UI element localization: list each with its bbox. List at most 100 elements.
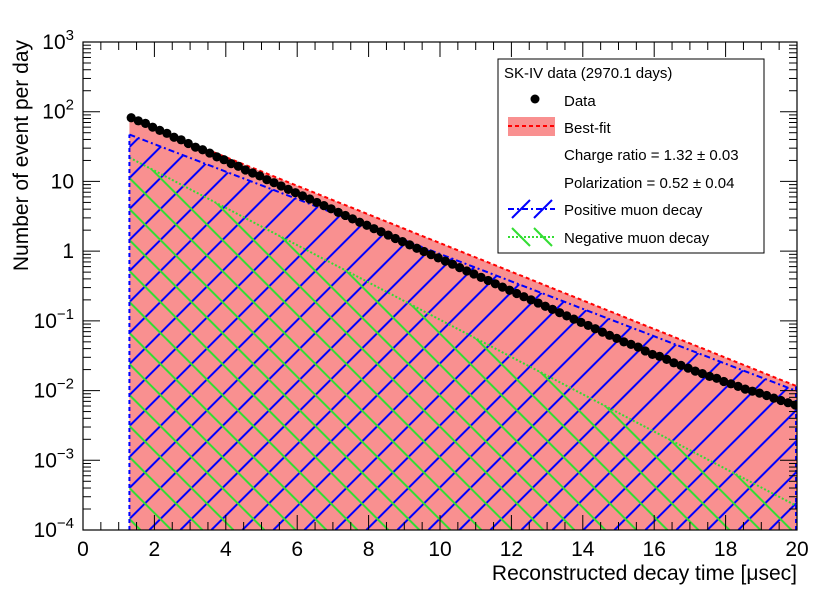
legend-charge-ratio: Charge ratio = 1.32 ± 0.03: [564, 147, 739, 164]
data-point: [362, 220, 372, 230]
data-point: [783, 398, 793, 408]
x-tick-label: 6: [291, 538, 303, 561]
y-axis-title: Number of event per day: [10, 40, 33, 272]
y-tick-label: 1: [62, 240, 74, 263]
x-tick-label: 16: [643, 538, 666, 561]
negative-hatch-line: [129, 157, 235, 530]
positive-hatch-line: [675, 134, 797, 530]
data-point: [676, 360, 686, 370]
data-point: [583, 320, 593, 331]
data-point: [312, 197, 322, 208]
x-tick-label: 2: [149, 538, 161, 561]
positive-hatch-line: [613, 134, 797, 530]
x-axis-title: Reconstructed decay time [μsec]: [492, 562, 797, 585]
data-point: [390, 233, 400, 244]
data-point: [426, 250, 436, 260]
data-point: [176, 135, 186, 145]
data-point: [690, 366, 700, 376]
data-point: [269, 178, 279, 188]
negative-hatch-line: [129, 157, 297, 530]
data-point: [733, 381, 743, 391]
y-tick-label: 10: [51, 170, 74, 193]
data-point: [647, 349, 658, 360]
data-point: [719, 376, 729, 387]
data-point: [590, 324, 600, 334]
legend-positive-label: Positive muon decay: [564, 202, 703, 219]
negative-hatch-line: [129, 157, 483, 530]
data-point: [197, 145, 208, 155]
data-point: [640, 346, 650, 356]
data-point: [440, 256, 450, 266]
data-point: [669, 358, 679, 368]
data-point: [140, 118, 151, 128]
data-point: [148, 122, 158, 132]
data-point: [405, 240, 415, 250]
data-point: [612, 333, 622, 344]
best-fit-fill: [129, 118, 797, 530]
data-point: [483, 275, 493, 286]
legend-bestfit-label: Best-fit: [564, 120, 612, 137]
data-point: [562, 311, 572, 321]
data-point: [169, 132, 179, 142]
legend-negative-label: Negative muon decay: [564, 230, 710, 247]
data-point: [190, 142, 201, 152]
x-tick-label: 4: [220, 538, 232, 561]
negative-hatch-line: [129, 157, 390, 530]
data-point: [604, 330, 615, 340]
legend-positive-hatch-2: [533, 199, 553, 219]
legend-header: SK-IV data (2970.1 days): [504, 65, 672, 82]
data-point: [490, 279, 500, 289]
data-point: [162, 128, 172, 138]
data-point: [283, 184, 293, 194]
positive-hatch-line: [129, 134, 555, 530]
data-point: [383, 230, 393, 240]
data-point: [240, 165, 251, 175]
y-tick-label: 10−2: [34, 376, 74, 403]
data-point: [769, 393, 779, 403]
axis-layer: 0 2 4 6 8 10 12 14 16 18 20 10−4 10−3 10−2 10−1 1 10 102 1…: [34, 27, 809, 561]
positive-hatch-line: [129, 134, 462, 530]
data-point: [305, 194, 315, 204]
data-point: [212, 152, 222, 162]
data-point: [462, 266, 472, 276]
data-point: [540, 301, 550, 311]
legend-polarization: Polarization = 0.52 ± 0.04: [564, 175, 734, 192]
negative-hatch-line: [129, 157, 328, 530]
data-point: [547, 304, 558, 314]
data-point: [497, 282, 508, 292]
data-point: [554, 308, 565, 318]
legend: SK-IV data (2970.1 days) Data Best-fit C…: [497, 58, 765, 254]
data-point: [369, 224, 379, 234]
x-tick-label: 18: [714, 538, 737, 561]
data-point: [433, 253, 443, 263]
positive-hatch-line: [129, 134, 431, 530]
data-point: [290, 188, 301, 198]
legend-data-marker: [530, 94, 540, 104]
y-tick-label: 10−3: [34, 445, 74, 472]
data-point: [155, 125, 165, 135]
x-tick-label: 12: [500, 538, 523, 561]
data-point: [226, 159, 236, 169]
data-point: [447, 259, 458, 269]
data-point: [476, 272, 486, 283]
data-point: [183, 138, 193, 149]
data-point: [326, 204, 336, 214]
data-point: [126, 113, 136, 123]
data-point: [340, 210, 350, 221]
data-point: [519, 292, 529, 302]
data-point: [233, 161, 243, 171]
negative-hatch-line: [129, 157, 452, 530]
data-point: [219, 155, 229, 165]
legend-data-label: Data: [564, 93, 596, 110]
data-point: [533, 298, 543, 308]
negative-hatch-line: [129, 157, 266, 530]
data-point: [704, 371, 715, 381]
negative-hatch-line: [129, 157, 545, 530]
negative-hatch-line: [129, 157, 359, 530]
data-point: [683, 363, 693, 373]
positive-hatch-line: [800, 2, 830, 530]
y-tick-label: 10−1: [34, 306, 74, 333]
positive-hatch-line: [644, 134, 797, 530]
data-point: [576, 317, 586, 328]
data-point: [754, 388, 765, 398]
